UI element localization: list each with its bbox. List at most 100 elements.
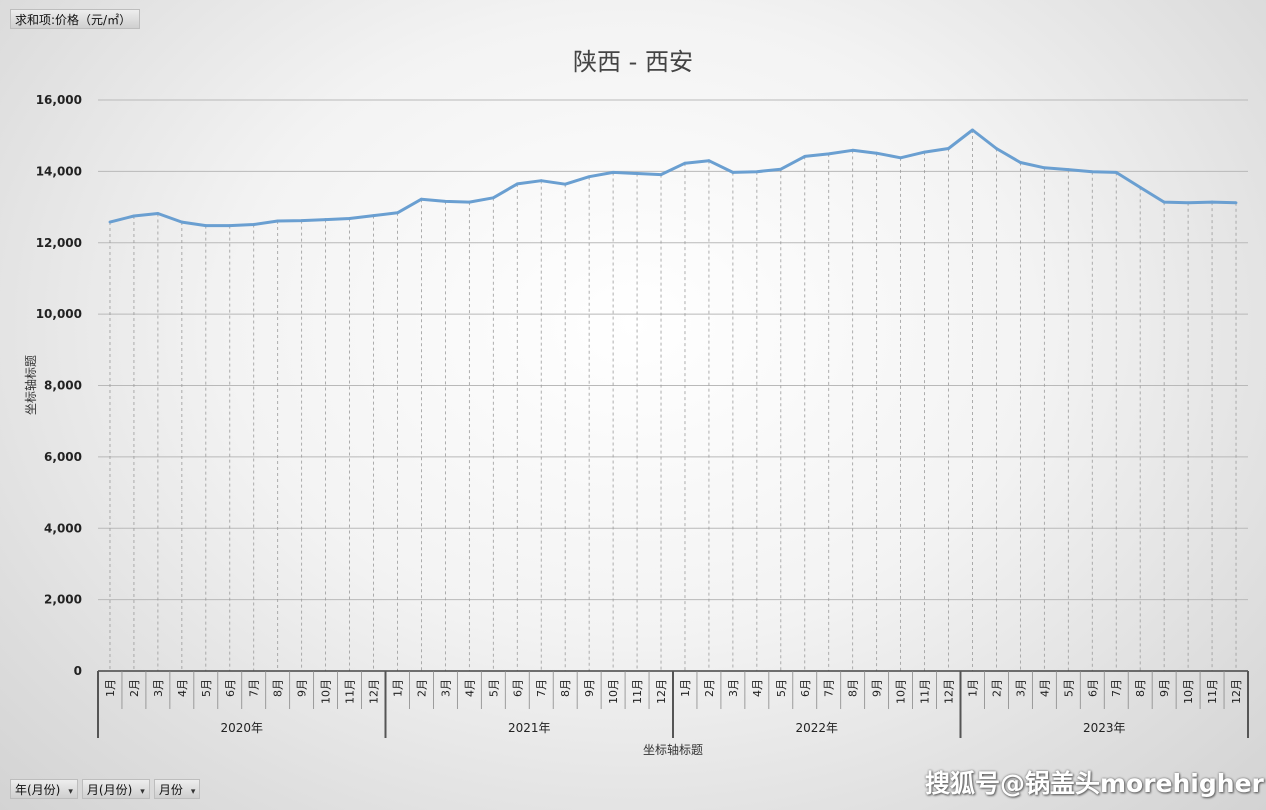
data-point [875,151,879,155]
month-tick-label: 1月 [966,679,979,697]
row-field-label: 年(月份) [15,783,61,797]
data-point [563,182,567,186]
data-point [228,224,232,228]
month-tick-label: 8月 [1134,679,1147,697]
month-tick-label: 8月 [559,679,572,697]
month-tick-label: 4月 [1038,679,1051,697]
data-point [707,159,711,163]
data-point [156,212,160,215]
x-axis-title: 坐标轴标题 [643,742,703,757]
data-point [587,175,591,179]
data-point [1042,166,1046,170]
month-tick-label: 8月 [847,679,860,697]
data-point [348,217,351,220]
row-field-label: 月份 [158,783,183,797]
pivot-value-field-label: 求和项:价格（元/㎡） [15,13,132,27]
month-tick-label: 12月 [655,679,668,704]
data-point [851,148,855,152]
year-group-label: 2023年 [1083,721,1126,735]
data-point [1066,168,1070,171]
row-field-year-button[interactable]: 年(月份) ▾ [10,779,78,799]
data-point [372,214,375,218]
month-tick-label: 6月 [511,679,524,697]
data-point [1114,171,1118,174]
y-tick-label: 12,000 [36,236,82,250]
month-tick-label: 11月 [1206,679,1219,704]
month-tick-label: 11月 [344,679,357,704]
data-point [899,156,903,160]
month-tick-label: 9月 [296,679,309,697]
watermark: 搜狐号@锅盖头morehigher [925,769,1264,798]
data-point [827,152,831,156]
pivot-value-field-button[interactable]: 求和项:价格（元/㎡） [10,9,140,29]
series-line [109,128,1237,228]
month-tick-label: 5月 [200,679,213,697]
pivot-row-fields: 年(月份) ▾ 月(月份) ▾ 月份 ▾ [10,779,201,799]
data-point [396,211,399,215]
data-point [1186,201,1190,205]
month-tick-label: 7月 [248,679,261,697]
y-axis-title: 坐标轴标题 [23,355,38,415]
month-tick-label: 11月 [919,679,932,704]
data-point [300,219,304,223]
data-point [1090,170,1094,174]
data-point [635,172,639,175]
month-tick-label: 10月 [1182,679,1195,704]
month-tick-label: 4月 [176,679,189,697]
month-tick-label: 2月 [990,679,1003,697]
month-tick-label: 7月 [1110,679,1123,697]
month-tick-label: 12月 [943,679,956,704]
data-point [1138,186,1142,189]
data-point [1210,200,1214,204]
data-point [443,199,447,203]
data-point [276,219,280,223]
row-field-months-button[interactable]: 月份 ▾ [153,779,201,799]
month-tick-label: 1月 [679,679,692,697]
month-tick-label: 8月 [272,679,285,697]
month-tick-label: 10月 [895,679,908,704]
month-tick-label: 3月 [439,679,452,697]
data-point [1162,200,1166,204]
y-tick-label: 6,000 [44,450,82,464]
month-tick-label: 5月 [1062,679,1075,697]
y-tick-label: 10,000 [36,307,82,321]
data-point [1234,201,1238,205]
dropdown-arrow-icon: ▾ [190,787,196,797]
year-group-label: 2021年 [508,721,551,735]
month-tick-label: 2月 [415,679,428,697]
month-tick-label: 6月 [1086,679,1099,697]
month-tick-label: 2月 [703,679,716,697]
year-group-label: 2020年 [220,721,263,735]
month-tick-label: 5月 [487,679,500,697]
month-tick-label: 4月 [463,679,476,697]
row-field-label: 月(月份) [86,783,133,797]
y-tick-label: 0 [74,664,82,678]
data-point [995,147,998,150]
month-tick-label: 12月 [368,679,381,704]
month-tick-label: 1月 [391,679,404,697]
month-tick-label: 6月 [799,679,812,697]
month-tick-label: 11月 [631,679,644,704]
data-point [252,223,256,226]
data-point [204,224,208,228]
data-point [947,147,950,150]
data-point [779,167,783,171]
month-tick-label: 2月 [128,679,141,697]
data-point [491,196,495,200]
month-tick-label: 7月 [535,679,548,697]
month-tick-label: 12月 [1230,679,1243,704]
month-tick-label: 9月 [1158,679,1171,697]
month-tick-label: 10月 [320,679,333,704]
month-tick-label: 3月 [1014,679,1027,697]
data-point [467,200,471,204]
data-point [731,171,735,174]
row-field-month-button[interactable]: 月(月份) ▾ [81,779,150,799]
month-tick-label: 6月 [224,679,237,697]
data-point [755,170,759,174]
data-point [659,173,663,176]
y-tick-label: 2,000 [44,593,82,607]
y-tick-label: 8,000 [44,379,82,393]
month-tick-label: 9月 [871,679,884,697]
dropdown-arrow-icon: ▾ [68,787,73,797]
